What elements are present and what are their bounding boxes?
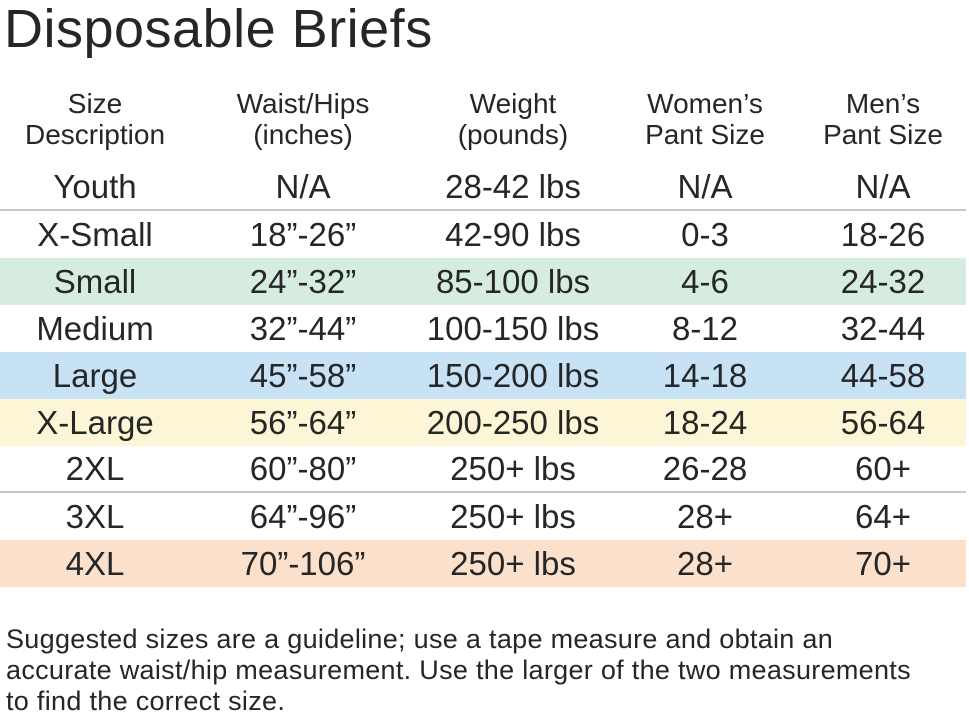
- table-cell: 28+: [677, 497, 733, 535]
- header-line: (pounds): [457, 119, 569, 150]
- table-cell: 4-6: [681, 262, 729, 300]
- header-line: Pant Size: [823, 119, 943, 150]
- header-line: Size: [67, 88, 123, 119]
- header-line: Weight: [469, 88, 557, 119]
- table-cell: 150-200 lbs: [426, 356, 600, 394]
- header-row: Size Description Waist/Hips (inches) Weight(…: [0, 88, 966, 164]
- table-row: X-Small 18”-26” 42-90 lbs 0-3 18-26: [0, 211, 966, 258]
- table-cell: 60”-80”: [249, 449, 357, 487]
- table-cell: N/A: [855, 167, 911, 205]
- table-cell: 70”-106”: [240, 544, 366, 582]
- table-cell: 3XL: [65, 497, 125, 535]
- table-row: X-Large 56”-64” 200-250 lbs 18-24 56-64: [0, 399, 966, 446]
- table-row: 4XL 70”-106” 250+ lbs 28+ 70+: [0, 540, 966, 587]
- header-cell: Size Description: [0, 88, 190, 164]
- footnote: Suggested sizes are a guideline; use a t…: [6, 624, 911, 716]
- table-cell: 64+: [855, 497, 911, 535]
- table-cell: 28-42 lbs: [445, 167, 581, 205]
- table-cell: 28+: [677, 544, 733, 582]
- table-cell: 100-150 lbs: [426, 309, 600, 347]
- table-cell: 250+ lbs: [450, 497, 576, 535]
- table-cell: 24”-32”: [249, 262, 357, 300]
- table-cell: 56”-64”: [249, 403, 357, 441]
- table-cell: 18”-26”: [249, 215, 357, 253]
- table-cell: N/A: [275, 167, 331, 205]
- header-line: Women’s: [647, 88, 763, 119]
- table-row: Medium 32”-44” 100-150 lbs 8-12 32-44: [0, 305, 966, 352]
- table-cell: 42-90 lbs: [445, 215, 581, 253]
- table-cell: Large: [52, 356, 138, 394]
- header-line: Description: [24, 119, 166, 150]
- table-cell: Youth: [53, 167, 137, 205]
- table-cell: 4XL: [65, 544, 125, 582]
- header-line: (inches): [253, 119, 353, 150]
- table-cell: 56-64: [840, 403, 926, 441]
- table-cell: Small: [53, 262, 137, 300]
- table-cell: N/A: [677, 167, 733, 205]
- table-cell: X-Small: [37, 215, 153, 253]
- table-row: Youth N/A 28-42 lbs N/A N/A: [0, 164, 966, 211]
- table-cell: 26-28: [662, 449, 748, 487]
- size-table: Size Description Waist/Hips (inches) Weight(…: [0, 88, 966, 587]
- table-cell: 24-32: [840, 262, 926, 300]
- header-line: Men’s: [845, 88, 921, 119]
- table-cell: X-Large: [36, 403, 154, 441]
- table-cell: 200-250 lbs: [426, 403, 600, 441]
- table-cell: 250+ lbs: [450, 544, 576, 582]
- table-cell: 70+: [855, 544, 911, 582]
- table-cell: Medium: [36, 309, 154, 347]
- header-line: Pant Size: [645, 119, 765, 150]
- header-cell: Women’s Pant Size: [610, 88, 800, 164]
- table-row: 3XL 64”-96” 250+ lbs 28+ 64+: [0, 493, 966, 540]
- table-row: 2XL 60”-80” 250+ lbs 26-28 60+: [0, 446, 966, 493]
- table-cell: 18-26: [840, 215, 926, 253]
- header-line: Waist/Hips: [236, 88, 370, 119]
- table-cell: 0-3: [681, 215, 729, 253]
- table-cell: 44-58: [840, 356, 926, 394]
- table-cell: 2XL: [65, 449, 125, 487]
- table-cell: 32-44: [840, 309, 926, 347]
- table-cell: 45”-58”: [249, 356, 357, 394]
- table-cell: 64”-96”: [249, 497, 357, 535]
- header-cell: Men’s Pant Size: [800, 88, 966, 164]
- table-cell: 14-18: [662, 356, 748, 394]
- table-cell: 32”-44”: [249, 309, 357, 347]
- table-row: Small 24”-32” 85-100 lbs 4-6 24-32: [0, 258, 966, 305]
- title: Disposable Briefs: [4, 0, 433, 59]
- header-cell: Weight (pounds): [416, 88, 610, 164]
- table-cell: 60+: [855, 449, 911, 487]
- table-row: Large 45”-58” 150-200 lbs 14-18 44-58: [0, 352, 966, 399]
- table-cell: 85-100 lbs: [435, 262, 591, 300]
- table-cell: 18-24: [662, 403, 748, 441]
- header-cell: Waist/Hips (inches): [190, 88, 416, 164]
- table-cell: 250+ lbs: [450, 449, 576, 487]
- table-cell: 8-12: [671, 309, 739, 347]
